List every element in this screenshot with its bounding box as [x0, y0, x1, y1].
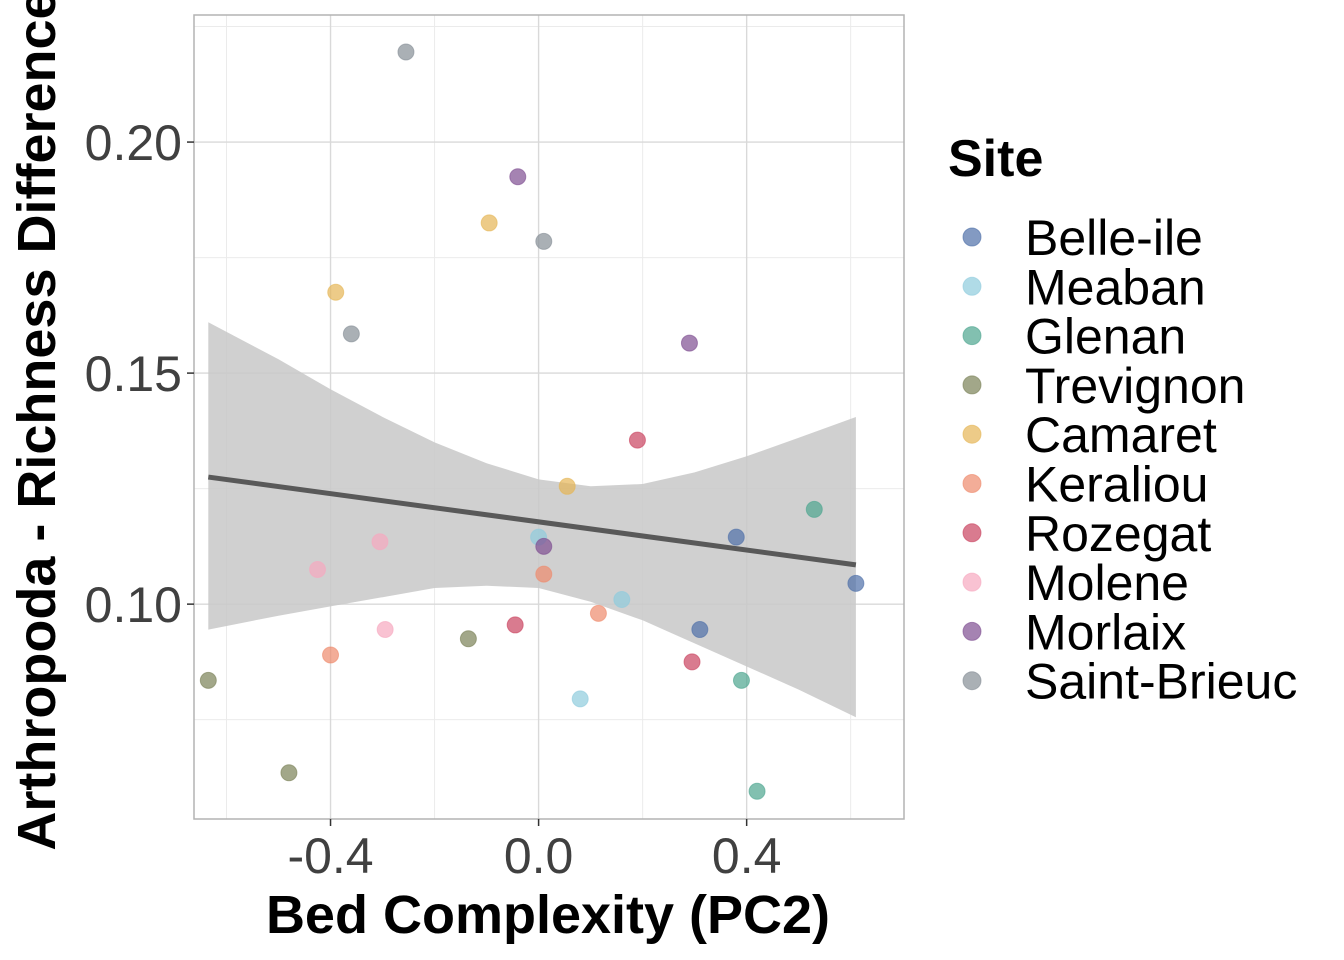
y-tick-label: 0.20 [85, 115, 182, 171]
legend-label: Meaban [1025, 259, 1206, 315]
legend: Site Belle-ileMeabanGlenanTrevignonCamar… [948, 130, 1297, 710]
x-tick-label: 0.0 [504, 828, 574, 884]
data-point [323, 647, 339, 663]
legend-swatch [963, 228, 981, 246]
legend-label: Camaret [1025, 407, 1217, 463]
x-tick-label: 0.4 [712, 828, 782, 884]
data-point [733, 672, 749, 688]
data-point [728, 529, 744, 545]
data-point [510, 169, 526, 185]
legend-swatch [963, 672, 981, 690]
data-point [629, 432, 645, 448]
data-point [749, 783, 765, 799]
data-point [536, 538, 552, 554]
legend-swatch [963, 475, 981, 493]
data-point [614, 592, 630, 608]
legend-label: Trevignon [1025, 358, 1245, 414]
legend-label: Saint-Brieuc [1025, 654, 1297, 710]
legend-swatch [963, 376, 981, 394]
data-point [310, 561, 326, 577]
legend-swatch [963, 425, 981, 443]
legend-swatch [963, 573, 981, 591]
data-point [481, 215, 497, 231]
data-point [343, 326, 359, 342]
data-point [681, 335, 697, 351]
data-point [460, 631, 476, 647]
data-point [200, 672, 216, 688]
legend-label: Keraliou [1025, 457, 1208, 513]
data-point [692, 622, 708, 638]
legend-label: Rozegat [1025, 506, 1211, 562]
data-point [281, 765, 297, 781]
data-point [590, 605, 606, 621]
data-point [536, 233, 552, 249]
legend-swatch [963, 524, 981, 542]
legend-label: Molene [1025, 555, 1189, 611]
data-point [572, 691, 588, 707]
data-point [507, 617, 523, 633]
y-tick-label: 0.10 [85, 577, 182, 633]
y-axis-ticks: 0.10 0.15 0.20 [85, 115, 194, 633]
data-point [328, 284, 344, 300]
data-point [848, 575, 864, 591]
legend-swatch [963, 277, 981, 295]
data-point [559, 478, 575, 494]
data-point [536, 566, 552, 582]
data-point [806, 501, 822, 517]
legend-label: Morlaix [1025, 604, 1186, 660]
legend-title: Site [948, 130, 1043, 188]
x-axis-ticks: -0.4 0.0 0.4 [287, 819, 781, 884]
legend-swatch [963, 622, 981, 640]
y-axis-title: Arthropoda - Richness Difference [7, 0, 67, 851]
data-point [398, 44, 414, 60]
legend-label: Belle-ile [1025, 210, 1203, 266]
legend-swatch [963, 327, 981, 345]
data-point [684, 654, 700, 670]
y-tick-label: 0.15 [85, 346, 182, 402]
legend-label: Glenan [1025, 309, 1186, 365]
data-point [377, 622, 393, 638]
x-axis-title: Bed Complexity (PC2) [266, 885, 830, 945]
x-tick-label: -0.4 [287, 828, 373, 884]
data-point [372, 534, 388, 550]
